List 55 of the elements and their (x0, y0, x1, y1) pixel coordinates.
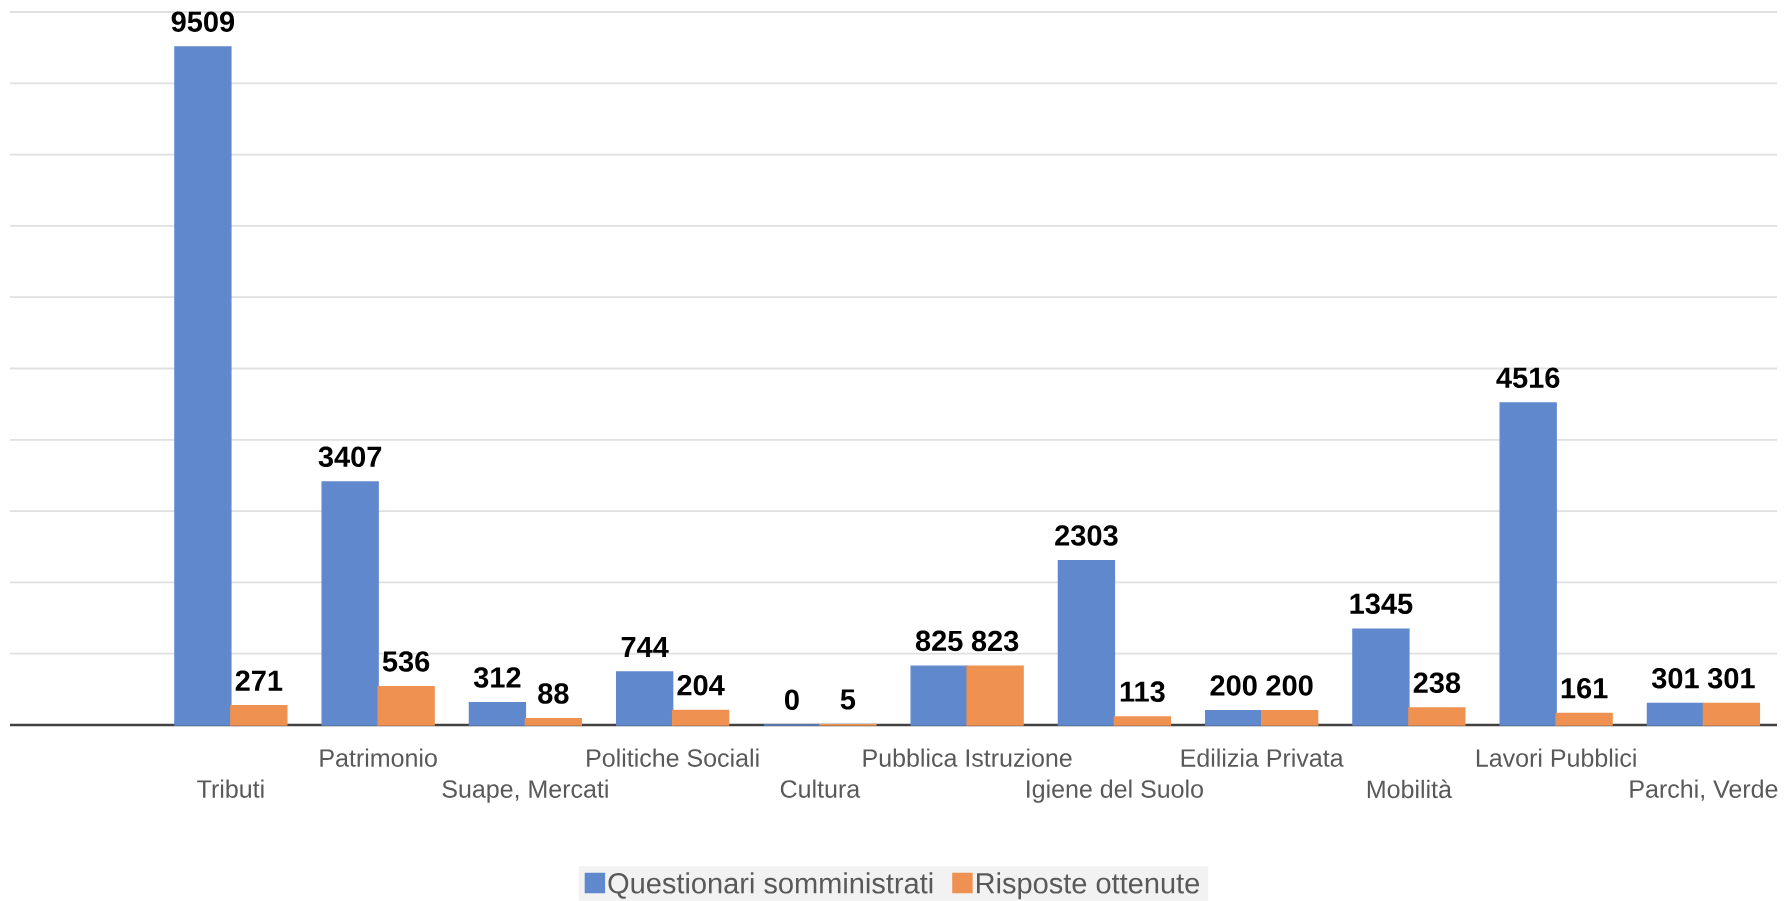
bar (910, 665, 968, 726)
data-label: 113 (1120, 681, 1165, 702)
data-label: 301 (1651, 667, 1699, 689)
data-label: 823 (971, 630, 1019, 652)
bar (1702, 702, 1761, 726)
x-tick-label: Mobilità (1367, 779, 1452, 799)
data-label: 200 (1210, 675, 1257, 696)
bar (1499, 402, 1557, 726)
bar (321, 481, 379, 726)
data-label: 271 (235, 670, 283, 691)
data-label: 536 (382, 651, 430, 672)
data-label: 9509 (171, 11, 235, 32)
data-label: 3407 (318, 446, 382, 468)
bar (615, 671, 674, 726)
data-label: 301 (1707, 667, 1755, 689)
bar (1646, 702, 1705, 726)
x-tick-label: Edilizia Privata (1181, 748, 1344, 767)
bar (230, 704, 288, 726)
x-tick-label: Tributi (197, 779, 264, 798)
bar (468, 702, 527, 726)
legend-label: Questionari somministrati (608, 872, 933, 899)
data-label: 744 (621, 636, 669, 657)
data-label: 238 (1413, 672, 1461, 694)
data-label: 5 (840, 689, 856, 710)
data-label: 0 (784, 689, 799, 710)
data-label: 312 (473, 667, 521, 688)
bar (174, 46, 232, 726)
data-label: 200 (1266, 675, 1313, 696)
data-label: 825 (915, 630, 963, 652)
data-label: 88 (538, 683, 569, 704)
x-tick-label: Suape, Mercati (442, 779, 608, 803)
legend-label: Risposte ottenute (977, 872, 1199, 900)
bar (1113, 716, 1172, 726)
bar (1204, 710, 1263, 726)
x-tick-label: Parchi, Verde (1630, 779, 1778, 801)
bar (377, 686, 435, 726)
x-tick-label: Cultura (780, 779, 861, 798)
bar (524, 718, 583, 726)
data-label: 2303 (1055, 525, 1118, 546)
x-tick-label: Lavori Pubblici (1476, 748, 1636, 767)
data-label: 161 (1561, 677, 1608, 699)
bar (966, 665, 1024, 726)
x-tick-label: Igiene del Suolo (1027, 779, 1203, 803)
bar (1260, 710, 1319, 726)
data-label: 1345 (1350, 593, 1413, 615)
bar (1057, 560, 1116, 726)
bar (1408, 707, 1466, 726)
x-tick-label: Politiche Sociali (587, 748, 759, 767)
bar (671, 709, 730, 726)
data-label: 204 (677, 674, 725, 696)
bar (1352, 628, 1410, 726)
x-tick-label: Pubblica Istruzione (863, 748, 1072, 767)
data-label: 4516 (1496, 367, 1560, 388)
bar (1555, 712, 1613, 726)
x-tick-label: Patrimonio (320, 748, 437, 767)
